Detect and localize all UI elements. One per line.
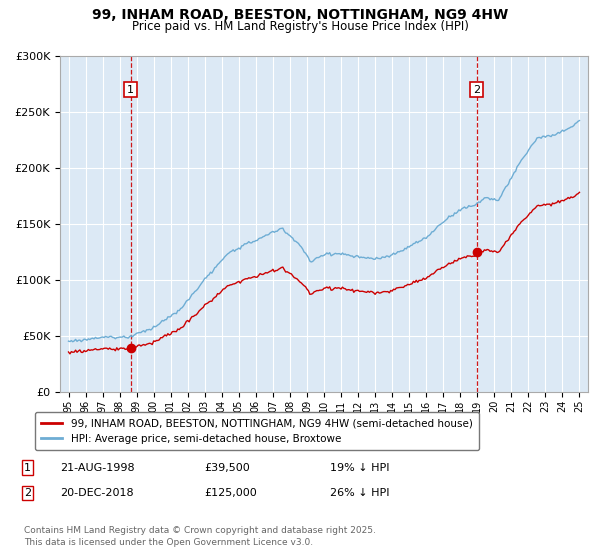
Text: Contains HM Land Registry data © Crown copyright and database right 2025.
This d: Contains HM Land Registry data © Crown c… (24, 526, 376, 547)
Text: 26% ↓ HPI: 26% ↓ HPI (330, 488, 389, 498)
Text: 20-DEC-2018: 20-DEC-2018 (60, 488, 134, 498)
Text: 1: 1 (24, 463, 31, 473)
Text: Price paid vs. HM Land Registry's House Price Index (HPI): Price paid vs. HM Land Registry's House … (131, 20, 469, 32)
Text: 2: 2 (24, 488, 31, 498)
Text: 99, INHAM ROAD, BEESTON, NOTTINGHAM, NG9 4HW: 99, INHAM ROAD, BEESTON, NOTTINGHAM, NG9… (92, 8, 508, 22)
Text: 19% ↓ HPI: 19% ↓ HPI (330, 463, 389, 473)
Text: 2: 2 (473, 85, 481, 95)
Text: 1: 1 (127, 85, 134, 95)
Text: £39,500: £39,500 (204, 463, 250, 473)
Text: 21-AUG-1998: 21-AUG-1998 (60, 463, 134, 473)
Legend: 99, INHAM ROAD, BEESTON, NOTTINGHAM, NG9 4HW (semi-detached house), HPI: Average: 99, INHAM ROAD, BEESTON, NOTTINGHAM, NG9… (35, 412, 479, 450)
Text: £125,000: £125,000 (204, 488, 257, 498)
